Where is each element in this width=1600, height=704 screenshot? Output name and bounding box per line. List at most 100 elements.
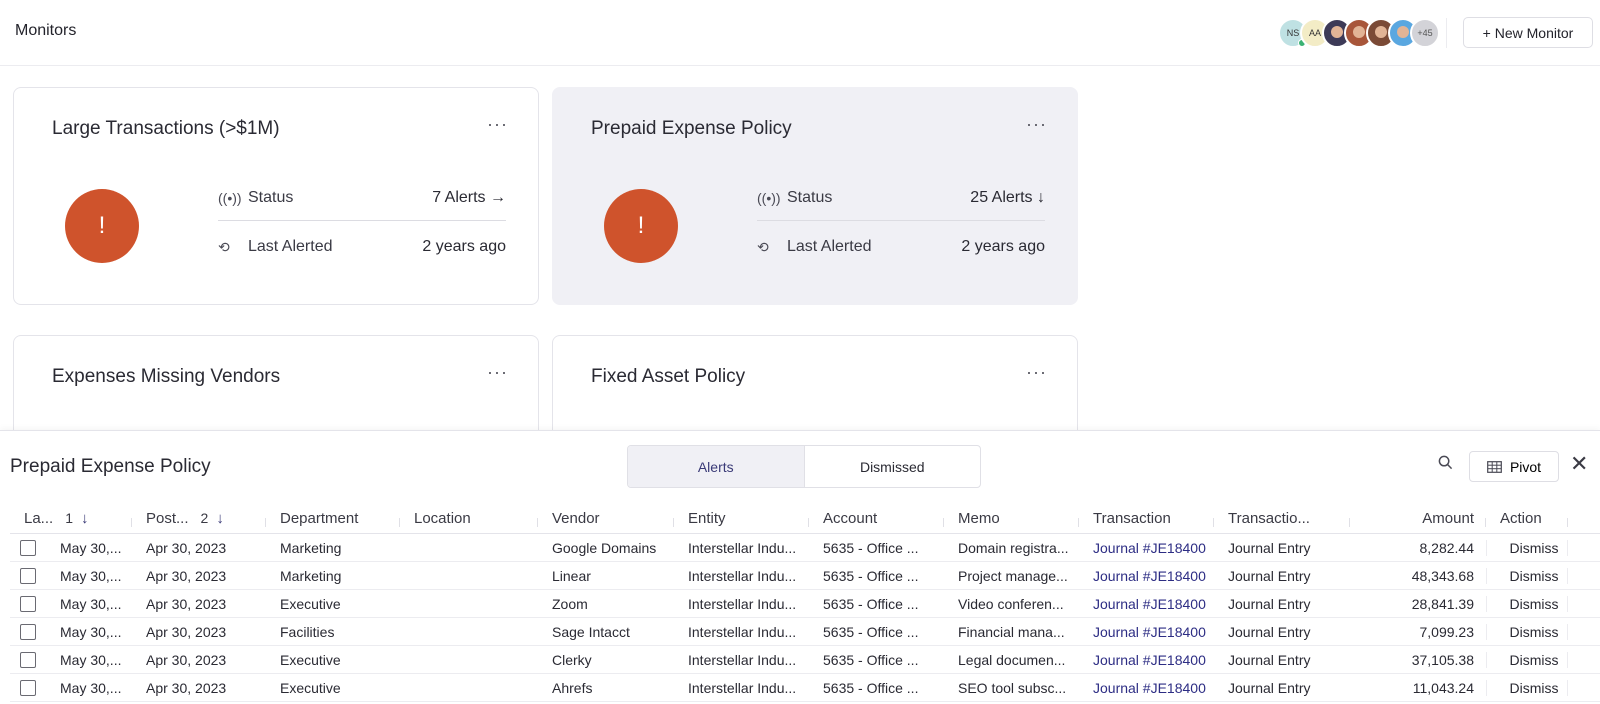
- cell-account: 5635 - Office ...: [823, 651, 919, 668]
- cell-amount: 37,105.38: [1411, 651, 1474, 668]
- dismiss-button[interactable]: Dismiss: [1486, 623, 1568, 640]
- monitor-card[interactable]: Fixed Asset Policy ···: [552, 335, 1078, 445]
- dismiss-button[interactable]: Dismiss: [1486, 539, 1568, 556]
- table-icon: [1487, 460, 1502, 473]
- close-icon[interactable]: ✕: [1570, 451, 1589, 476]
- cell-transaction-link[interactable]: Journal #JE18400: [1093, 539, 1206, 556]
- cell-entity: Interstellar Indu...: [688, 539, 797, 556]
- cell-transaction-link[interactable]: Journal #JE18400: [1093, 651, 1206, 668]
- cell-memo: Project manage...: [958, 567, 1068, 584]
- row-checkbox[interactable]: [20, 539, 36, 556]
- column-header-memo[interactable]: Memo: [944, 510, 1079, 527]
- more-options-icon[interactable]: ···: [487, 362, 508, 382]
- table-row[interactable]: May 30,... Apr 30, 2023 Facilities Sage Int…: [10, 618, 1600, 646]
- cell-account: 5635 - Office ...: [823, 595, 919, 612]
- cell-entity: Interstellar Indu...: [688, 679, 797, 696]
- column-header-amount[interactable]: Amount: [1350, 510, 1486, 527]
- monitor-card[interactable]: Expenses Missing Vendors ···: [13, 335, 539, 445]
- table-row[interactable]: May 30,... Apr 30, 2023 Marketing Linear Int…: [10, 562, 1600, 590]
- sort-order: 1: [65, 510, 73, 526]
- panel-title: Prepaid Expense Policy: [10, 456, 211, 477]
- column-header-vendor[interactable]: Vendor: [538, 510, 674, 527]
- last-alerted-label: Last Alerted: [248, 238, 333, 255]
- table-row[interactable]: May 30,... Apr 30, 2023 Executive Ahrefs Int…: [10, 674, 1600, 702]
- cell-vendor: Clerky: [552, 651, 592, 668]
- cell-vendor: Linear: [552, 567, 591, 584]
- row-checkbox[interactable]: [20, 679, 36, 696]
- cell-entity: Interstellar Indu...: [688, 651, 797, 668]
- avatar-photo: [1375, 26, 1387, 38]
- more-avatars-count[interactable]: +45: [1410, 18, 1440, 48]
- row-checkbox[interactable]: [20, 623, 36, 640]
- pivot-button[interactable]: Pivot: [1469, 451, 1559, 482]
- cell-transaction-type: Journal Entry: [1228, 539, 1311, 556]
- cell-transaction-link[interactable]: Journal #JE18400: [1093, 623, 1206, 640]
- last-alerted-value: 2 years ago: [422, 238, 506, 255]
- dismiss-button[interactable]: Dismiss: [1486, 679, 1568, 696]
- divider: [1446, 18, 1447, 48]
- search-icon[interactable]: [1438, 455, 1453, 474]
- tab-alerts[interactable]: Alerts: [628, 446, 805, 487]
- table-row[interactable]: May 30,... Apr 30, 2023 Executive Zoom Inter…: [10, 590, 1600, 618]
- cell-vendor: Sage Intacct: [552, 623, 630, 640]
- cell-account: 5635 - Office ...: [823, 567, 919, 584]
- row-checkbox-cell: [10, 539, 46, 556]
- column-header-transaction[interactable]: Transaction: [1079, 510, 1214, 527]
- cell-last-alerted: May 30,...: [60, 567, 122, 584]
- card-title: Prepaid Expense Policy: [591, 118, 792, 139]
- row-checkbox-cell: [10, 567, 46, 584]
- alerts-count-link[interactable]: 7 Alerts →: [432, 188, 506, 206]
- monitor-card[interactable]: Large Transactions (>$1M) ··· ! ((•)) St…: [13, 87, 539, 305]
- more-options-icon[interactable]: ···: [1026, 114, 1047, 134]
- dismiss-button[interactable]: Dismiss: [1486, 651, 1568, 668]
- cell-last-alerted: May 30,...: [60, 651, 122, 668]
- column-label: La...: [24, 509, 54, 527]
- table-row[interactable]: May 30,... Apr 30, 2023 Marketing Google Do…: [10, 534, 1600, 562]
- history-icon: ⟲: [757, 238, 769, 255]
- alerts-count-link[interactable]: 25 Alerts ↓: [970, 188, 1045, 206]
- last-alerted-row: ⟲ Last Alerted 2 years ago: [218, 224, 506, 270]
- cell-department: Executive: [280, 595, 341, 612]
- cell-transaction-link[interactable]: Journal #JE18400: [1093, 595, 1206, 612]
- row-checkbox-cell: [10, 623, 46, 640]
- row-checkbox[interactable]: [20, 567, 36, 584]
- column-header-posted[interactable]: Post... 2 ↓: [132, 510, 266, 527]
- column-header-entity[interactable]: Entity: [674, 510, 809, 527]
- cell-transaction-link[interactable]: Journal #JE18400: [1093, 567, 1206, 584]
- card-title: Fixed Asset Policy: [591, 366, 746, 387]
- table-row[interactable]: May 30,... Apr 30, 2023 Executive Clerky Int…: [10, 646, 1600, 674]
- cell-amount: 48,343.68: [1411, 567, 1474, 584]
- cell-account: 5635 - Office ...: [823, 623, 919, 640]
- cell-last-alerted: May 30,...: [60, 595, 122, 612]
- column-header-department[interactable]: Department: [266, 510, 400, 527]
- more-options-icon[interactable]: ···: [1026, 362, 1047, 382]
- column-header-location[interactable]: Location: [400, 510, 538, 527]
- avatar-photo: [1353, 26, 1365, 38]
- sort-order: 2: [200, 510, 209, 526]
- dismiss-button[interactable]: Dismiss: [1486, 595, 1568, 612]
- cell-memo: Video conferen...: [958, 595, 1064, 612]
- cell-amount: 8,282.44: [1419, 539, 1475, 556]
- row-checkbox[interactable]: [20, 595, 36, 612]
- broadcast-icon: ((•)): [218, 189, 242, 206]
- tab-dismissed[interactable]: Dismissed: [859, 458, 925, 475]
- row-checkbox[interactable]: [20, 651, 36, 668]
- new-monitor-button[interactable]: + New Monitor: [1463, 17, 1593, 48]
- avatar-photo: [1331, 26, 1343, 38]
- more-options-icon[interactable]: ···: [487, 114, 508, 134]
- cell-last-alerted: May 30,...: [60, 539, 122, 556]
- cell-posted-date: Apr 30, 2023: [146, 539, 227, 556]
- cell-posted-date: Apr 30, 2023: [146, 679, 227, 696]
- cell-department: Marketing: [280, 539, 342, 556]
- row-checkbox-cell: [10, 595, 46, 612]
- monitor-card-selected[interactable]: Prepaid Expense Policy ··· ! ((•)) Statu…: [552, 87, 1078, 305]
- status-label: Status: [787, 188, 833, 206]
- cell-department: Marketing: [280, 567, 342, 584]
- dismiss-button[interactable]: Dismiss: [1486, 567, 1568, 584]
- cell-transaction-link[interactable]: Journal #JE18400: [1093, 679, 1206, 696]
- column-header-transaction-type[interactable]: Transactio...: [1214, 510, 1350, 527]
- column-header-account[interactable]: Account: [809, 510, 944, 527]
- cell-entity: Interstellar Indu...: [688, 623, 797, 640]
- avatar-group[interactable]: NS AA +45: [1278, 18, 1440, 48]
- column-header-last-alerted[interactable]: La... 1 ↓: [10, 510, 132, 527]
